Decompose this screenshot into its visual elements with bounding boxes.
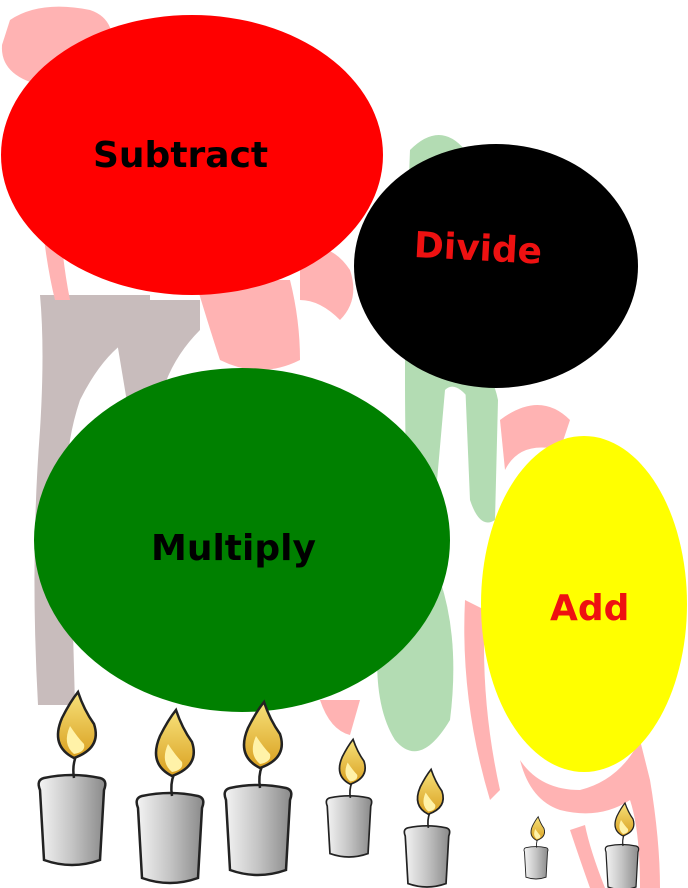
multiply-label[interactable]: Multiply bbox=[151, 528, 316, 569]
candle-icon bbox=[135, 708, 205, 885]
candle-icon bbox=[523, 816, 549, 880]
divide-button[interactable] bbox=[354, 144, 638, 388]
add-button[interactable] bbox=[481, 436, 687, 772]
candle-icon bbox=[37, 690, 107, 867]
divide-label[interactable]: Divide bbox=[412, 225, 544, 273]
add-label[interactable]: Add bbox=[550, 588, 630, 629]
subtract-label[interactable]: Subtract bbox=[93, 135, 269, 176]
candle-icon bbox=[604, 802, 640, 888]
multiply-button[interactable] bbox=[34, 368, 450, 712]
candle-icon bbox=[325, 738, 373, 858]
candle-icon bbox=[223, 700, 293, 877]
subtract-button[interactable] bbox=[1, 15, 383, 295]
candle-icon bbox=[403, 768, 451, 888]
